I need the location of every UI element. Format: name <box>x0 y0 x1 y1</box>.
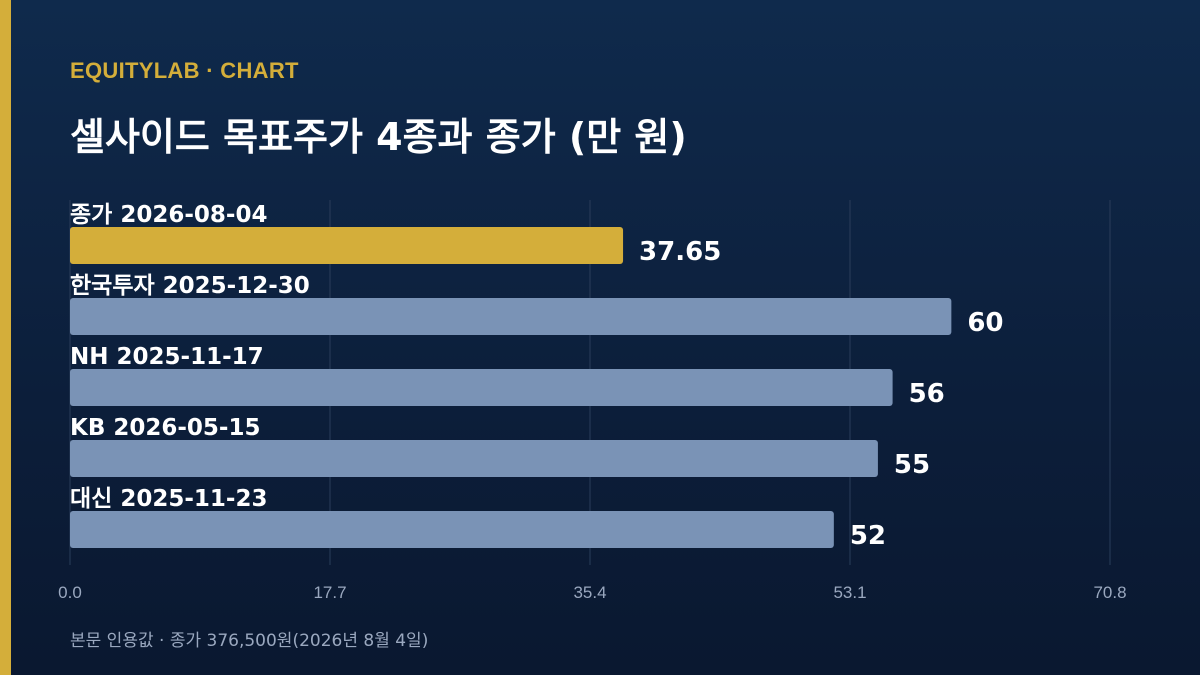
data-label: 52 <box>850 521 886 551</box>
chart-footnote: 본문 인용값 · 종가 376,500원(2026년 8월 4일) <box>70 631 429 651</box>
x-tick-label: 0.0 <box>58 583 82 602</box>
category-label: KB 2026-05-15 <box>70 415 260 441</box>
chart-title: 셀사이드 목표주가 4종과 종가 (만 원) <box>70 115 687 159</box>
bar <box>70 298 952 335</box>
data-label: 60 <box>967 308 1003 338</box>
x-tick-label: 70.8 <box>1093 583 1126 602</box>
data-label: 56 <box>909 379 945 409</box>
category-label: 한국투자 2025-12-30 <box>70 273 310 299</box>
x-tick-label: 35.4 <box>573 583 606 602</box>
category-label: NH 2025-11-17 <box>70 344 264 370</box>
data-label: 55 <box>894 450 930 480</box>
data-label: 37.65 <box>639 237 721 267</box>
x-tick-label: 17.7 <box>313 583 346 602</box>
bar <box>70 440 878 477</box>
accent-stripe <box>0 0 11 675</box>
bar <box>70 227 624 264</box>
x-tick-label: 53.1 <box>833 583 866 602</box>
bar <box>70 511 834 548</box>
category-label: 대신 2025-11-23 <box>70 486 267 512</box>
category-label: 종가 2026-08-04 <box>70 202 267 228</box>
bar <box>70 369 893 406</box>
chart-kicker: EQUITYLAB · CHART <box>70 58 299 83</box>
